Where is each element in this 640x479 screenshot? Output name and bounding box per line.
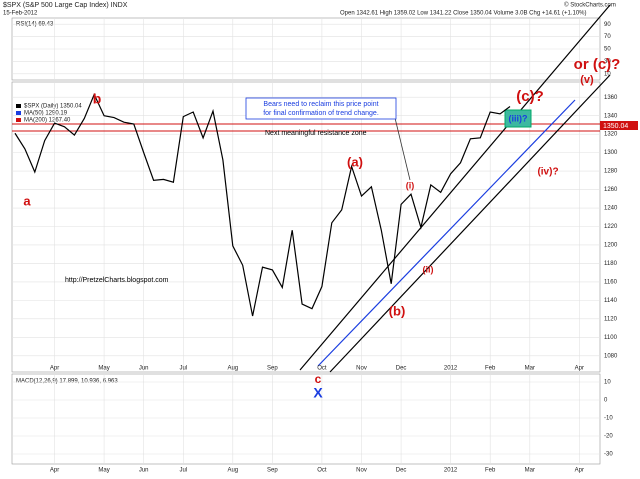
- rsi-label: RSI(14) 69.43: [16, 22, 54, 28]
- note: for final confirmation of trend change.: [263, 110, 379, 117]
- x-tick-label: Apr: [50, 468, 59, 474]
- y-tick-label: 1180: [604, 261, 618, 267]
- credit: © StockCharts.com: [564, 2, 616, 9]
- wave-label: (b): [389, 303, 406, 318]
- y-tick-label: 1320: [604, 132, 618, 138]
- x-tick-label: Jul: [179, 468, 187, 474]
- y-tick-label: 1300: [604, 150, 618, 156]
- date: 15-Feb-2012: [3, 11, 38, 17]
- price-line: [14, 92, 511, 317]
- wave-label: (ii): [423, 264, 434, 274]
- x-tick-label: May: [98, 366, 109, 372]
- macd-tick-label: 0: [604, 398, 608, 404]
- legend-swatch: [16, 104, 21, 108]
- x-tick-label: Feb: [485, 468, 496, 474]
- wave-label: b: [93, 91, 102, 107]
- wave-label: a: [23, 193, 31, 208]
- x-tick-label: Nov: [356, 366, 367, 372]
- rsi-tick-label: 30: [604, 59, 611, 65]
- x-tick-label: Nov: [356, 468, 367, 474]
- x-tick-label: Apr: [575, 366, 584, 372]
- y-tick-label: 1220: [604, 224, 618, 230]
- wave-label: (iii)?: [509, 113, 528, 123]
- x-tick-label: Mar: [525, 468, 535, 474]
- x-tick-label: Apr: [575, 468, 584, 474]
- trend-line: [317, 99, 576, 367]
- symbol: $SPX (S&P 500 Large Cap Index) INDX: [3, 2, 128, 9]
- x-tick-label: Apr: [50, 366, 59, 372]
- last-price-box: [600, 121, 638, 130]
- wave-label: (c)?: [516, 88, 544, 105]
- x-tick-label: Oct: [317, 366, 327, 372]
- macd-tick-label: -30: [604, 452, 613, 458]
- x-tick-label: Dec: [396, 468, 407, 474]
- y-tick-label: 1360: [604, 95, 618, 101]
- legend-swatch: [16, 118, 21, 122]
- legend-label: MA(50) 1290.19: [24, 111, 68, 117]
- x-tick-label: Jun: [139, 468, 149, 474]
- x-tick-label: Jul: [179, 366, 187, 372]
- y-tick-label: 1260: [604, 187, 618, 193]
- note-box: [245, 97, 397, 120]
- wave-label: (i): [406, 180, 415, 190]
- note: Next meaningful resistance zone: [265, 130, 367, 137]
- macd-panel: [11, 373, 601, 465]
- macd-tick-label: 10: [604, 380, 611, 386]
- legend-label: $SPX (Daily) 1350.04: [24, 104, 82, 110]
- x-tick-label: Sep: [267, 366, 278, 372]
- x-tick-label: Aug: [227, 366, 238, 372]
- legend-swatch: [16, 111, 21, 115]
- y-tick-label: 1160: [604, 279, 618, 285]
- x-tick-label: Jun: [139, 366, 149, 372]
- y-tick-label: 1140: [604, 298, 618, 304]
- x-tick-label: Aug: [227, 468, 238, 474]
- rsi-tick-label: 50: [604, 47, 611, 53]
- last-price: 1350.04: [603, 123, 628, 130]
- y-tick-label: 1340: [604, 113, 618, 119]
- y-tick-label: 1080: [604, 353, 618, 359]
- rsi-tick-label: 10: [604, 71, 611, 77]
- legend-label: MA(200) 1267.40: [24, 118, 71, 124]
- rsi-tick-label: 70: [604, 34, 611, 40]
- rsi-tick-label: 90: [604, 22, 611, 28]
- y-tick-label: 1200: [604, 243, 618, 249]
- wave-label: (a): [347, 154, 363, 169]
- url: http://PretzelCharts.blogspot.com: [65, 277, 169, 284]
- note: Bears need to reclaim this price point: [263, 101, 378, 108]
- x-tick-label: Sep: [267, 468, 278, 474]
- macd-tick-label: -10: [604, 416, 613, 422]
- y-tick-label: 1240: [604, 206, 618, 212]
- price-panel: [11, 81, 601, 373]
- x-tick-label: May: [98, 468, 109, 474]
- x-tick-label: 2012: [444, 366, 458, 372]
- wave-label: (iv)?: [537, 167, 558, 178]
- highlight-box: [504, 109, 532, 128]
- macd-label: MACD(12,26,9) 17.899, 10.936, 6.963: [16, 379, 118, 385]
- y-tick-label: 1120: [604, 316, 618, 322]
- wave-label: c: [315, 372, 322, 386]
- x-tick-label: 2012: [444, 468, 458, 474]
- x-tick-label: Dec: [396, 366, 407, 372]
- trend-line: [299, 4, 611, 371]
- wave-label: (v): [580, 74, 594, 86]
- x-tick-label: Feb: [485, 366, 496, 372]
- trend-line: [329, 74, 611, 373]
- y-tick-label: 1100: [604, 335, 618, 341]
- wave-label: X: [313, 385, 323, 401]
- quote: Open 1342.61 High 1359.02 Low 1341.22 Cl…: [340, 11, 587, 17]
- y-tick-label: 1280: [604, 169, 618, 175]
- macd-tick-label: -20: [604, 434, 613, 440]
- x-tick-label: Mar: [525, 366, 535, 372]
- note-arrow: [394, 117, 411, 181]
- x-tick-label: Oct: [317, 468, 327, 474]
- wave-label: or (c)?: [574, 56, 621, 73]
